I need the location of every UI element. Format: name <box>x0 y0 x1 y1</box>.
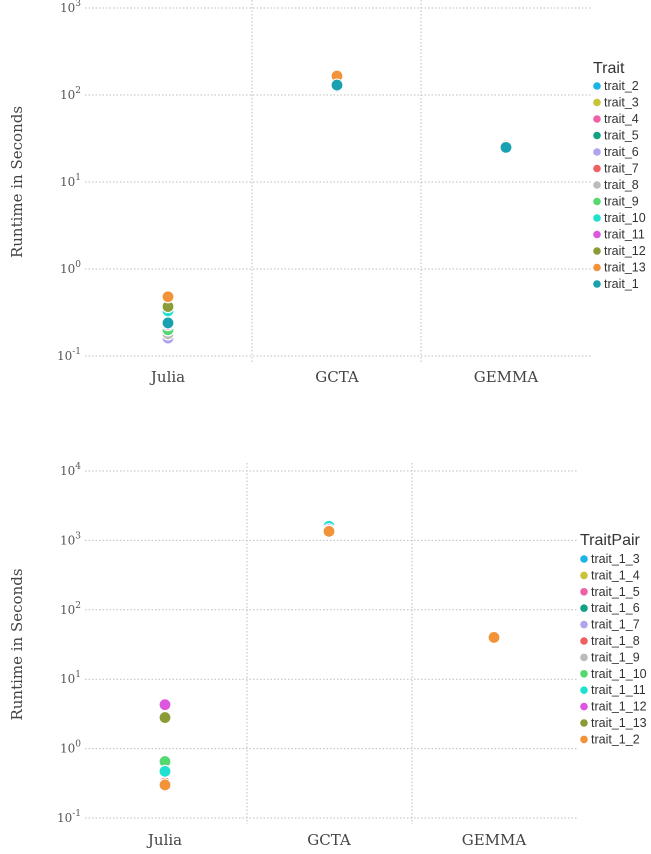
legend-marker <box>580 702 588 711</box>
legend-marker <box>580 620 588 629</box>
y-tick-label: 101 <box>60 173 81 189</box>
y-tick-label: 10-1 <box>57 809 81 825</box>
legend-marker <box>580 670 588 678</box>
data-point <box>158 778 172 792</box>
legend-marker <box>593 197 601 206</box>
legend-marker <box>593 164 601 173</box>
legend-marker <box>580 637 588 645</box>
legend-marker <box>580 719 588 727</box>
legend-item-label: trait_10 <box>604 211 646 225</box>
legend-item-label: trait_1_11 <box>591 683 646 697</box>
legend-item-label: trait_5 <box>604 129 639 143</box>
legend-item-label: trait_1_3 <box>591 552 640 566</box>
x-tick-label: Julia <box>149 368 185 386</box>
x-tick-label: Julia <box>146 831 182 849</box>
y-tick-label: 100 <box>60 260 81 276</box>
legend-marker <box>580 588 588 596</box>
legend-item-label: trait_1_7 <box>591 618 640 632</box>
data-point <box>487 630 501 645</box>
data-point <box>330 78 344 92</box>
legend-item-label: trait_1_8 <box>591 634 640 648</box>
data-point <box>161 316 175 330</box>
legend-marker <box>580 653 588 662</box>
y-axis-label: Runtime in Seconds <box>8 106 26 258</box>
legend-item-label: trait_1_6 <box>591 601 640 615</box>
legend-item-label: trait_1_10 <box>591 667 647 681</box>
data-point <box>158 698 172 712</box>
legend-marker <box>593 131 601 140</box>
x-tick-label: GEMMA <box>462 831 527 849</box>
legend-marker <box>593 230 601 239</box>
legend-item-label: trait_2 <box>604 79 639 93</box>
legend-item-label: trait_4 <box>604 112 639 126</box>
legend-item-label: trait_11 <box>604 228 645 242</box>
legend-marker <box>593 82 601 90</box>
legend-marker <box>593 148 601 156</box>
y-tick-label: 103 <box>60 531 81 547</box>
legend-item-label: trait_1_12 <box>591 700 647 714</box>
data-point <box>158 710 172 725</box>
y-tick-label: 102 <box>60 601 81 617</box>
legend-marker <box>593 280 601 288</box>
legend-item-label: trait_13 <box>604 261 646 275</box>
legend-marker <box>593 98 601 107</box>
legend-marker <box>580 555 588 563</box>
legend-item-label: trait_1_5 <box>591 585 640 599</box>
legend-item-label: trait_3 <box>604 96 639 110</box>
legend-item-label: trait_1 <box>604 277 639 291</box>
legend-marker <box>593 247 601 255</box>
y-tick-label: 104 <box>60 462 81 478</box>
runtime-chart-single-trait: 10-1 100 101 102 103 Runtime in Seconds Julia G… <box>8 0 646 386</box>
legend-item-label: trait_1_9 <box>591 650 640 664</box>
legend-item-label: trait_1_2 <box>591 732 640 746</box>
y-tick-label: 10-1 <box>57 347 81 363</box>
x-tick-label: GCTA <box>315 368 359 386</box>
data-point <box>161 290 175 304</box>
data-point <box>499 140 513 154</box>
legend-item-label: trait_7 <box>604 162 639 176</box>
legend-marker <box>593 263 601 272</box>
x-tick-label: GCTA <box>307 831 351 849</box>
y-tick-label: 103 <box>60 0 81 15</box>
y-axis-label: Runtime in Seconds <box>8 568 26 720</box>
x-tick-label: GEMMA <box>474 368 539 386</box>
data-point <box>158 764 172 778</box>
legend-item-label: trait_1_4 <box>591 568 640 582</box>
legend-marker <box>593 115 601 123</box>
legend-marker <box>593 181 601 189</box>
legend-item-label: trait_1_13 <box>591 716 647 730</box>
y-tick-label: 101 <box>60 670 81 686</box>
legend-marker <box>580 686 588 694</box>
legend-marker <box>580 604 588 612</box>
y-tick-label: 100 <box>60 740 81 756</box>
legend-marker <box>580 571 588 580</box>
data-point <box>322 524 336 538</box>
y-tick-label: 102 <box>60 86 81 102</box>
legend-item-label: trait_6 <box>604 145 639 159</box>
legend-item-label: trait_9 <box>604 195 639 209</box>
runtime-chart-trait-pair: 10-1 100 101 102 103 104 Runtime in Seconds Jul… <box>8 462 647 849</box>
legend-item-label: trait_8 <box>604 178 639 192</box>
legend-marker <box>580 735 588 744</box>
legend-item-label: trait_12 <box>604 244 646 258</box>
legend-title: Trait <box>593 60 625 77</box>
legend-marker <box>593 214 601 222</box>
legend-title: TraitPair <box>580 532 641 549</box>
